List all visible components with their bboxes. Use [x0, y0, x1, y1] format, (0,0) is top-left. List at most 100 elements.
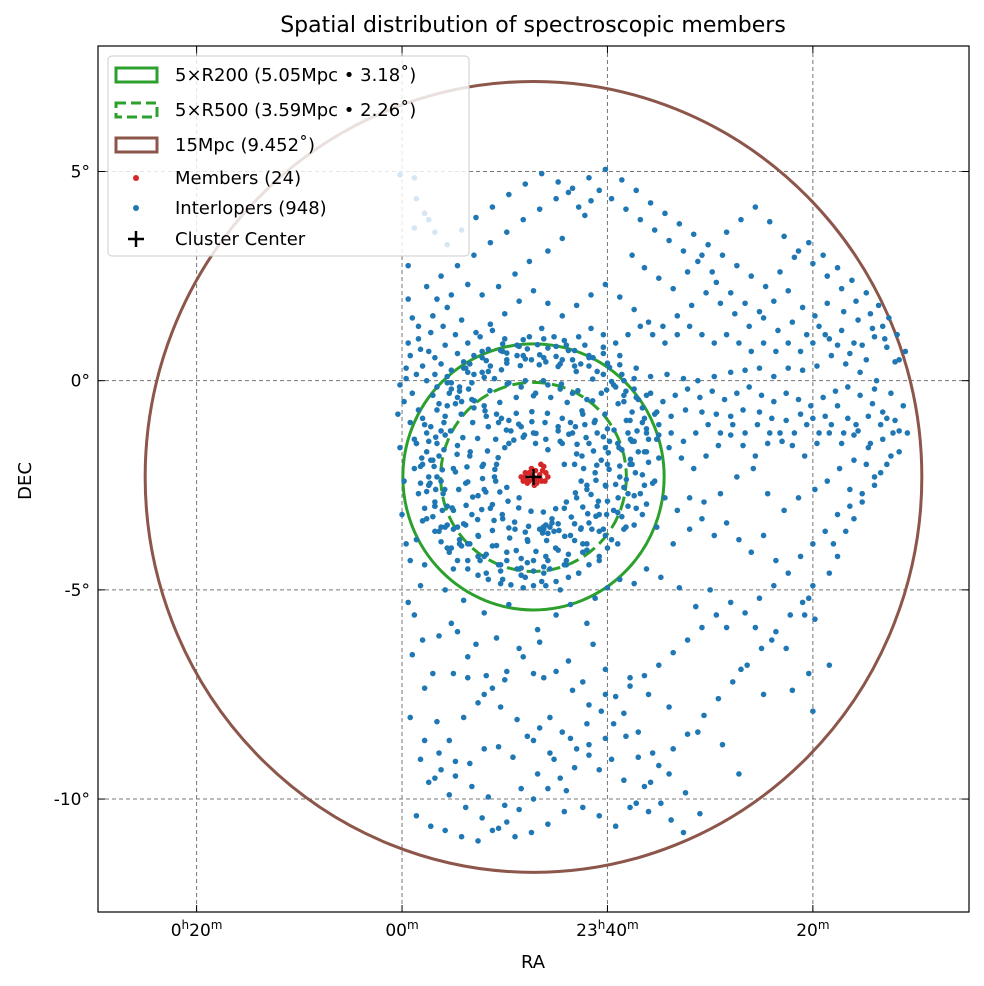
- interloper-point: [727, 290, 734, 296]
- interloper-point: [577, 361, 584, 367]
- interloper-point: [670, 649, 676, 656]
- interloper-point: [805, 670, 812, 677]
- interloper-point: [717, 300, 724, 307]
- interloper-point: [699, 409, 705, 415]
- interloper-point: [475, 492, 481, 499]
- interloper-point: [853, 421, 859, 428]
- interloper-point: [875, 302, 882, 309]
- interloper-point: [469, 379, 475, 386]
- interloper-point: [651, 478, 658, 484]
- interloper-point: [442, 587, 448, 593]
- interloper-point: [717, 430, 724, 436]
- interloper-point: [530, 582, 537, 589]
- interloper-point: [513, 547, 520, 554]
- interloper-point: [723, 520, 730, 526]
- interloper-point: [511, 519, 518, 525]
- interloper-point: [623, 733, 629, 740]
- legend-label: Cluster Center: [175, 229, 306, 250]
- interloper-point: [840, 430, 847, 436]
- interloper-point: [505, 498, 511, 504]
- interloper-point: [530, 557, 537, 564]
- interloper-point: [543, 582, 549, 589]
- interloper-point: [795, 495, 802, 501]
- interloper-point: [631, 375, 637, 382]
- interloper-point: [588, 292, 594, 298]
- interloper-point: [635, 449, 642, 455]
- interloper-point: [616, 463, 623, 469]
- interloper-point: [536, 351, 543, 358]
- interloper-point: [450, 670, 457, 677]
- interloper-point: [495, 743, 502, 750]
- interloper-point: [446, 737, 453, 744]
- interloper-point: [545, 557, 551, 564]
- interloper-point: [540, 509, 547, 515]
- interloper-point: [460, 714, 467, 721]
- interloper-point: [656, 762, 662, 769]
- interloper-point: [503, 350, 510, 356]
- interloper-point: [436, 750, 442, 756]
- interloper-point: [775, 327, 781, 334]
- interloper-point: [612, 823, 619, 830]
- interloper-point: [748, 273, 755, 279]
- interloper-point: [524, 538, 531, 545]
- interloper-point: [487, 239, 494, 246]
- interloper-point: [830, 541, 837, 547]
- interloper-point: [631, 386, 637, 392]
- interloper-point: [571, 537, 578, 544]
- interloper-point: [771, 298, 777, 304]
- interloper-point: [452, 758, 459, 765]
- member-point: [518, 474, 524, 480]
- interloper-point: [619, 177, 625, 183]
- interloper-point: [403, 365, 409, 371]
- interloper-point: [639, 405, 646, 411]
- interloper-point: [427, 329, 434, 336]
- interloper-point: [877, 469, 884, 476]
- interloper-point: [444, 304, 451, 311]
- interloper-point: [805, 595, 812, 602]
- interloper-point: [658, 800, 664, 807]
- interloper-point: [616, 294, 623, 300]
- interloper-point: [580, 541, 586, 547]
- interloper-point: [575, 570, 582, 576]
- interloper-point: [561, 533, 568, 540]
- interloper-point: [518, 555, 524, 562]
- interloper-point: [574, 441, 580, 448]
- interloper-point: [627, 683, 633, 689]
- interloper-point: [520, 584, 527, 591]
- interloper-point: [896, 449, 902, 455]
- interloper-point: [621, 484, 627, 491]
- interloper-point: [489, 204, 496, 210]
- interloper-point: [795, 248, 802, 254]
- interloper-point: [419, 363, 426, 369]
- interloper-point: [752, 204, 759, 210]
- interloper-point: [547, 566, 553, 572]
- interloper-point: [448, 292, 455, 298]
- interloper-point: [497, 580, 504, 587]
- interloper-point: [612, 384, 619, 390]
- interloper-point: [481, 746, 487, 752]
- interloper-point: [415, 490, 422, 497]
- interloper-point: [744, 662, 750, 668]
- interloper-point: [510, 754, 516, 761]
- interloper-point: [506, 535, 513, 541]
- interloper-point: [801, 612, 808, 618]
- interloper-point: [816, 430, 822, 436]
- interloper-point: [489, 685, 496, 691]
- interloper-point: [686, 323, 693, 330]
- interloper-point: [506, 601, 512, 608]
- interloper-point: [727, 369, 734, 376]
- interloper-point: [660, 323, 666, 330]
- interloper-point: [797, 411, 804, 417]
- interloper-point: [452, 469, 459, 475]
- interloper-point: [497, 704, 504, 710]
- interloper-point: [561, 808, 568, 815]
- interloper-point: [666, 704, 672, 710]
- interloper-point: [621, 777, 627, 784]
- interloper-point: [567, 601, 574, 608]
- interloper-point: [456, 541, 463, 547]
- interloper-point: [604, 545, 611, 551]
- interloper-point: [423, 283, 430, 290]
- interloper-point: [715, 442, 722, 449]
- interloper-point: [446, 549, 453, 556]
- interloper-point: [596, 557, 603, 564]
